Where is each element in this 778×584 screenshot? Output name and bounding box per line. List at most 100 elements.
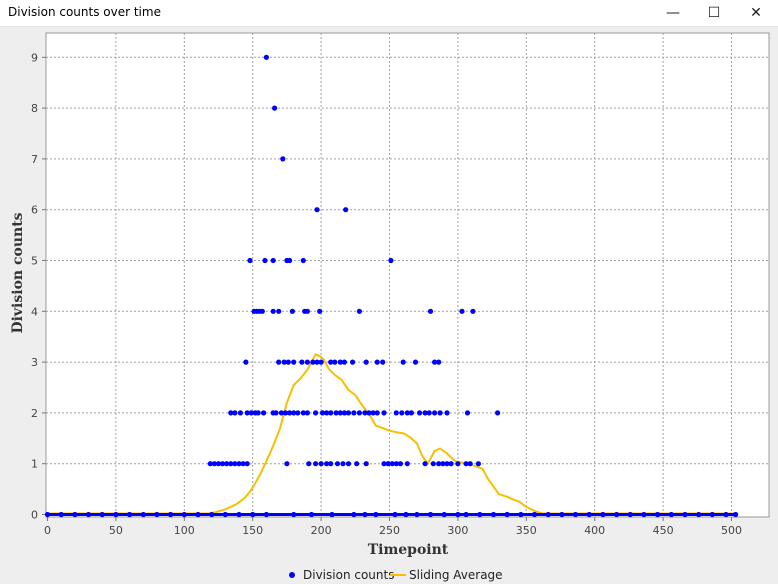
data-point	[284, 461, 290, 467]
data-point	[324, 410, 330, 416]
data-point	[306, 461, 312, 467]
y-tick-label: 0	[31, 509, 38, 522]
data-point	[381, 461, 387, 467]
data-point	[287, 410, 293, 416]
data-point	[393, 410, 399, 416]
minimize-icon: —	[666, 5, 680, 21]
data-point	[440, 461, 446, 467]
data-point	[545, 511, 551, 518]
x-tick-label: 500	[721, 524, 742, 537]
data-point	[127, 511, 133, 518]
legend-label-division-counts: Division counts	[303, 568, 394, 582]
data-point	[463, 511, 469, 518]
data-point	[228, 410, 234, 416]
data-point	[99, 511, 105, 518]
window-titlebar[interactable]: Division counts over time — ☐ ✕	[0, 0, 778, 27]
data-point	[404, 461, 410, 467]
maximize-button[interactable]: ☐	[694, 0, 734, 26]
data-point	[273, 410, 279, 416]
data-point	[381, 410, 387, 416]
x-tick-labels: 0 50 100 150 200 250 300 350 400 450 500	[44, 517, 742, 537]
data-point	[168, 511, 174, 518]
x-tick-label: 350	[516, 524, 537, 537]
data-point	[464, 410, 471, 416]
data-point	[224, 461, 230, 467]
data-point	[426, 410, 432, 416]
data-point	[441, 511, 447, 518]
data-point	[427, 308, 434, 314]
data-point	[518, 511, 524, 518]
data-point	[263, 54, 269, 60]
data-point	[362, 410, 368, 416]
data-point	[444, 461, 450, 467]
data-point	[354, 461, 360, 467]
data-point	[232, 461, 238, 467]
data-point	[181, 511, 187, 518]
data-point	[304, 410, 310, 416]
data-point	[343, 207, 349, 213]
data-point	[211, 461, 217, 467]
x-tick-label: 250	[379, 524, 400, 537]
data-point	[455, 511, 461, 518]
data-point	[310, 359, 316, 365]
data-point	[412, 359, 419, 365]
data-point	[627, 511, 633, 518]
data-point	[337, 359, 343, 365]
data-point	[237, 410, 243, 416]
data-point	[363, 359, 369, 365]
data-point	[285, 359, 291, 365]
data-point	[709, 511, 715, 518]
data-point	[495, 410, 501, 416]
data-point	[559, 511, 565, 518]
data-point	[490, 511, 497, 518]
data-point	[696, 511, 702, 518]
data-point	[356, 308, 362, 314]
data-point	[282, 410, 289, 416]
data-point	[422, 461, 428, 467]
data-point	[261, 410, 267, 416]
data-point	[385, 461, 391, 467]
minimize-button[interactable]: —	[653, 0, 693, 26]
y-tick-label: 9	[31, 51, 38, 64]
grid-lines	[46, 33, 769, 517]
data-point	[255, 410, 261, 416]
x-tick-label: 100	[174, 524, 195, 537]
data-point	[370, 410, 376, 416]
data-point	[399, 410, 405, 416]
data-point	[281, 359, 287, 365]
scatter-chart[interactable]: 0 50 100 150 200 250 300 350 400 450 500 0 1 2 3 4 5 6 7 8…	[0, 27, 778, 584]
data-point	[341, 410, 347, 416]
data-point	[58, 511, 64, 518]
sliding-average-line	[47, 353, 736, 515]
y-tick-label: 2	[31, 407, 38, 420]
data-point	[195, 511, 201, 518]
data-point	[328, 461, 334, 467]
data-point	[337, 410, 343, 416]
data-point	[470, 308, 476, 314]
data-point	[430, 461, 436, 467]
data-point	[314, 359, 320, 365]
data-point	[222, 511, 228, 518]
data-point	[259, 308, 265, 314]
data-point	[668, 511, 674, 518]
data-point	[72, 511, 78, 518]
data-point	[682, 511, 688, 518]
data-point	[304, 308, 310, 314]
legend: Division counts Sliding Average	[289, 568, 503, 582]
close-button[interactable]: ✕	[736, 0, 776, 26]
data-point	[467, 461, 473, 467]
data-point	[262, 257, 268, 264]
data-point	[313, 410, 319, 416]
data-point	[397, 461, 403, 467]
data-point	[351, 511, 357, 518]
y-tick-label: 7	[31, 153, 38, 166]
x-tick-label: 400	[584, 524, 605, 537]
data-point	[436, 461, 442, 467]
data-point	[280, 156, 286, 162]
data-point	[324, 461, 330, 467]
plot-area	[45, 32, 770, 518]
data-point	[403, 511, 409, 518]
data-point	[236, 511, 242, 518]
data-point	[422, 410, 428, 416]
data-point	[207, 461, 213, 467]
